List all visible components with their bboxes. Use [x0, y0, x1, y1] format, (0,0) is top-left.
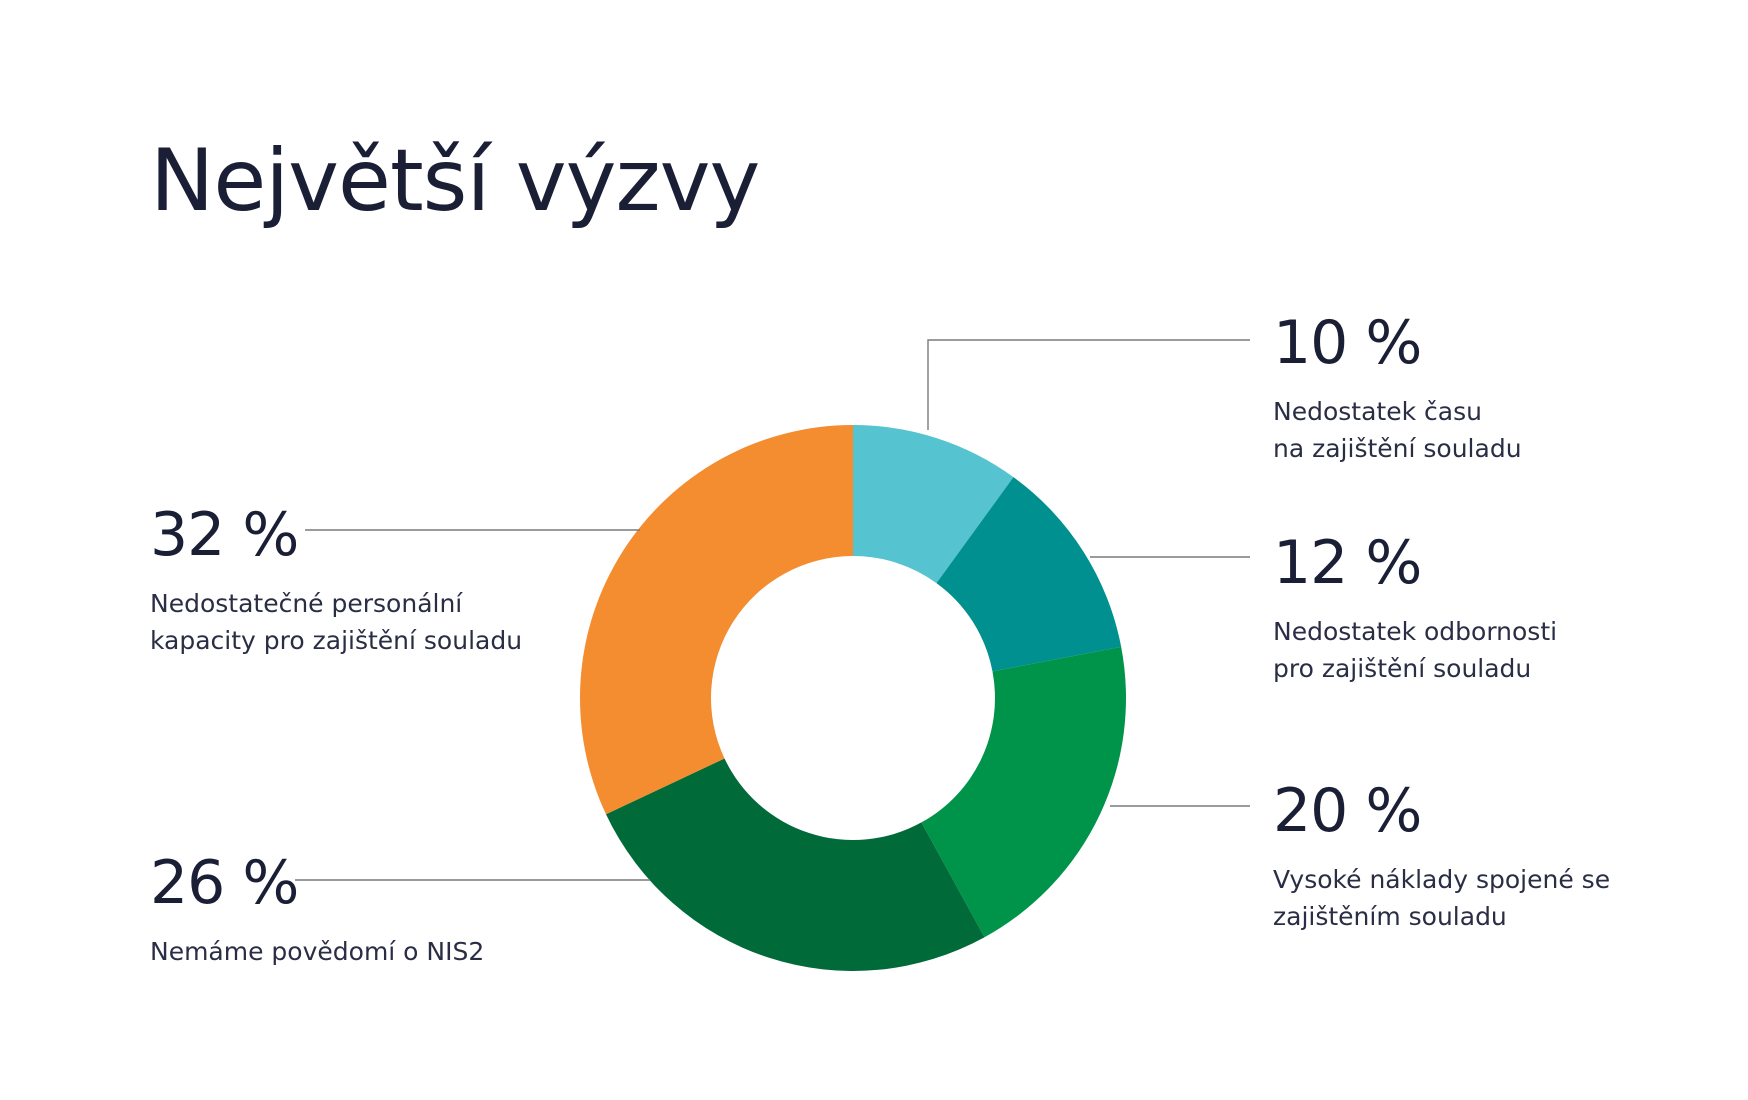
data-label-slice-1-text: Nedostatek času na zajištění souladu [1273, 397, 1522, 463]
data-label-slice-4-text: Nemáme povědomí o NIS2 [150, 937, 485, 966]
data-label-slice-2-text: Nedostatek odbornosti pro zajištění soul… [1273, 617, 1558, 683]
leader-lines [295, 339, 1250, 881]
callout-slice-3: 20 % Vysoké náklady spojené se zajištění… [1273, 781, 1610, 935]
callout-slice-2: 12 % Nedostatek odbornosti pro zajištění… [1273, 533, 1557, 687]
data-label-slice-4-value: 26 % [150, 848, 299, 918]
data-label-slice-3-text: Vysoké náklady spojené se zajištěním sou… [1273, 865, 1611, 931]
data-label-slice-2-value: 12 % [1273, 528, 1422, 598]
data-label-slice-5-value: 32 % [150, 500, 299, 570]
donut-slice-5 [580, 425, 853, 815]
page-title: Největší výzvy [150, 131, 760, 231]
leader-line-slice-1 [927, 339, 1250, 430]
donut-slice-1 [853, 425, 1014, 584]
data-label-slice-5-text: Nedostatečné personální kapacity pro zaj… [150, 589, 523, 655]
donut-slice-3 [921, 646, 1126, 938]
callout-slice-1: 10 % Nedostatek času na zajištění soulad… [1273, 313, 1522, 467]
donut-slice-2 [936, 477, 1122, 672]
donut-slice-4 [605, 758, 985, 971]
callout-slice-5: 32 % Nedostatečné personální kapacity pr… [150, 505, 522, 659]
data-label-slice-3-value: 20 % [1273, 776, 1422, 846]
data-label-slice-1-value: 10 % [1273, 308, 1422, 378]
callout-slice-4: 26 % Nemáme povědomí o NIS2 [150, 853, 484, 970]
donut-slices [580, 425, 1126, 971]
